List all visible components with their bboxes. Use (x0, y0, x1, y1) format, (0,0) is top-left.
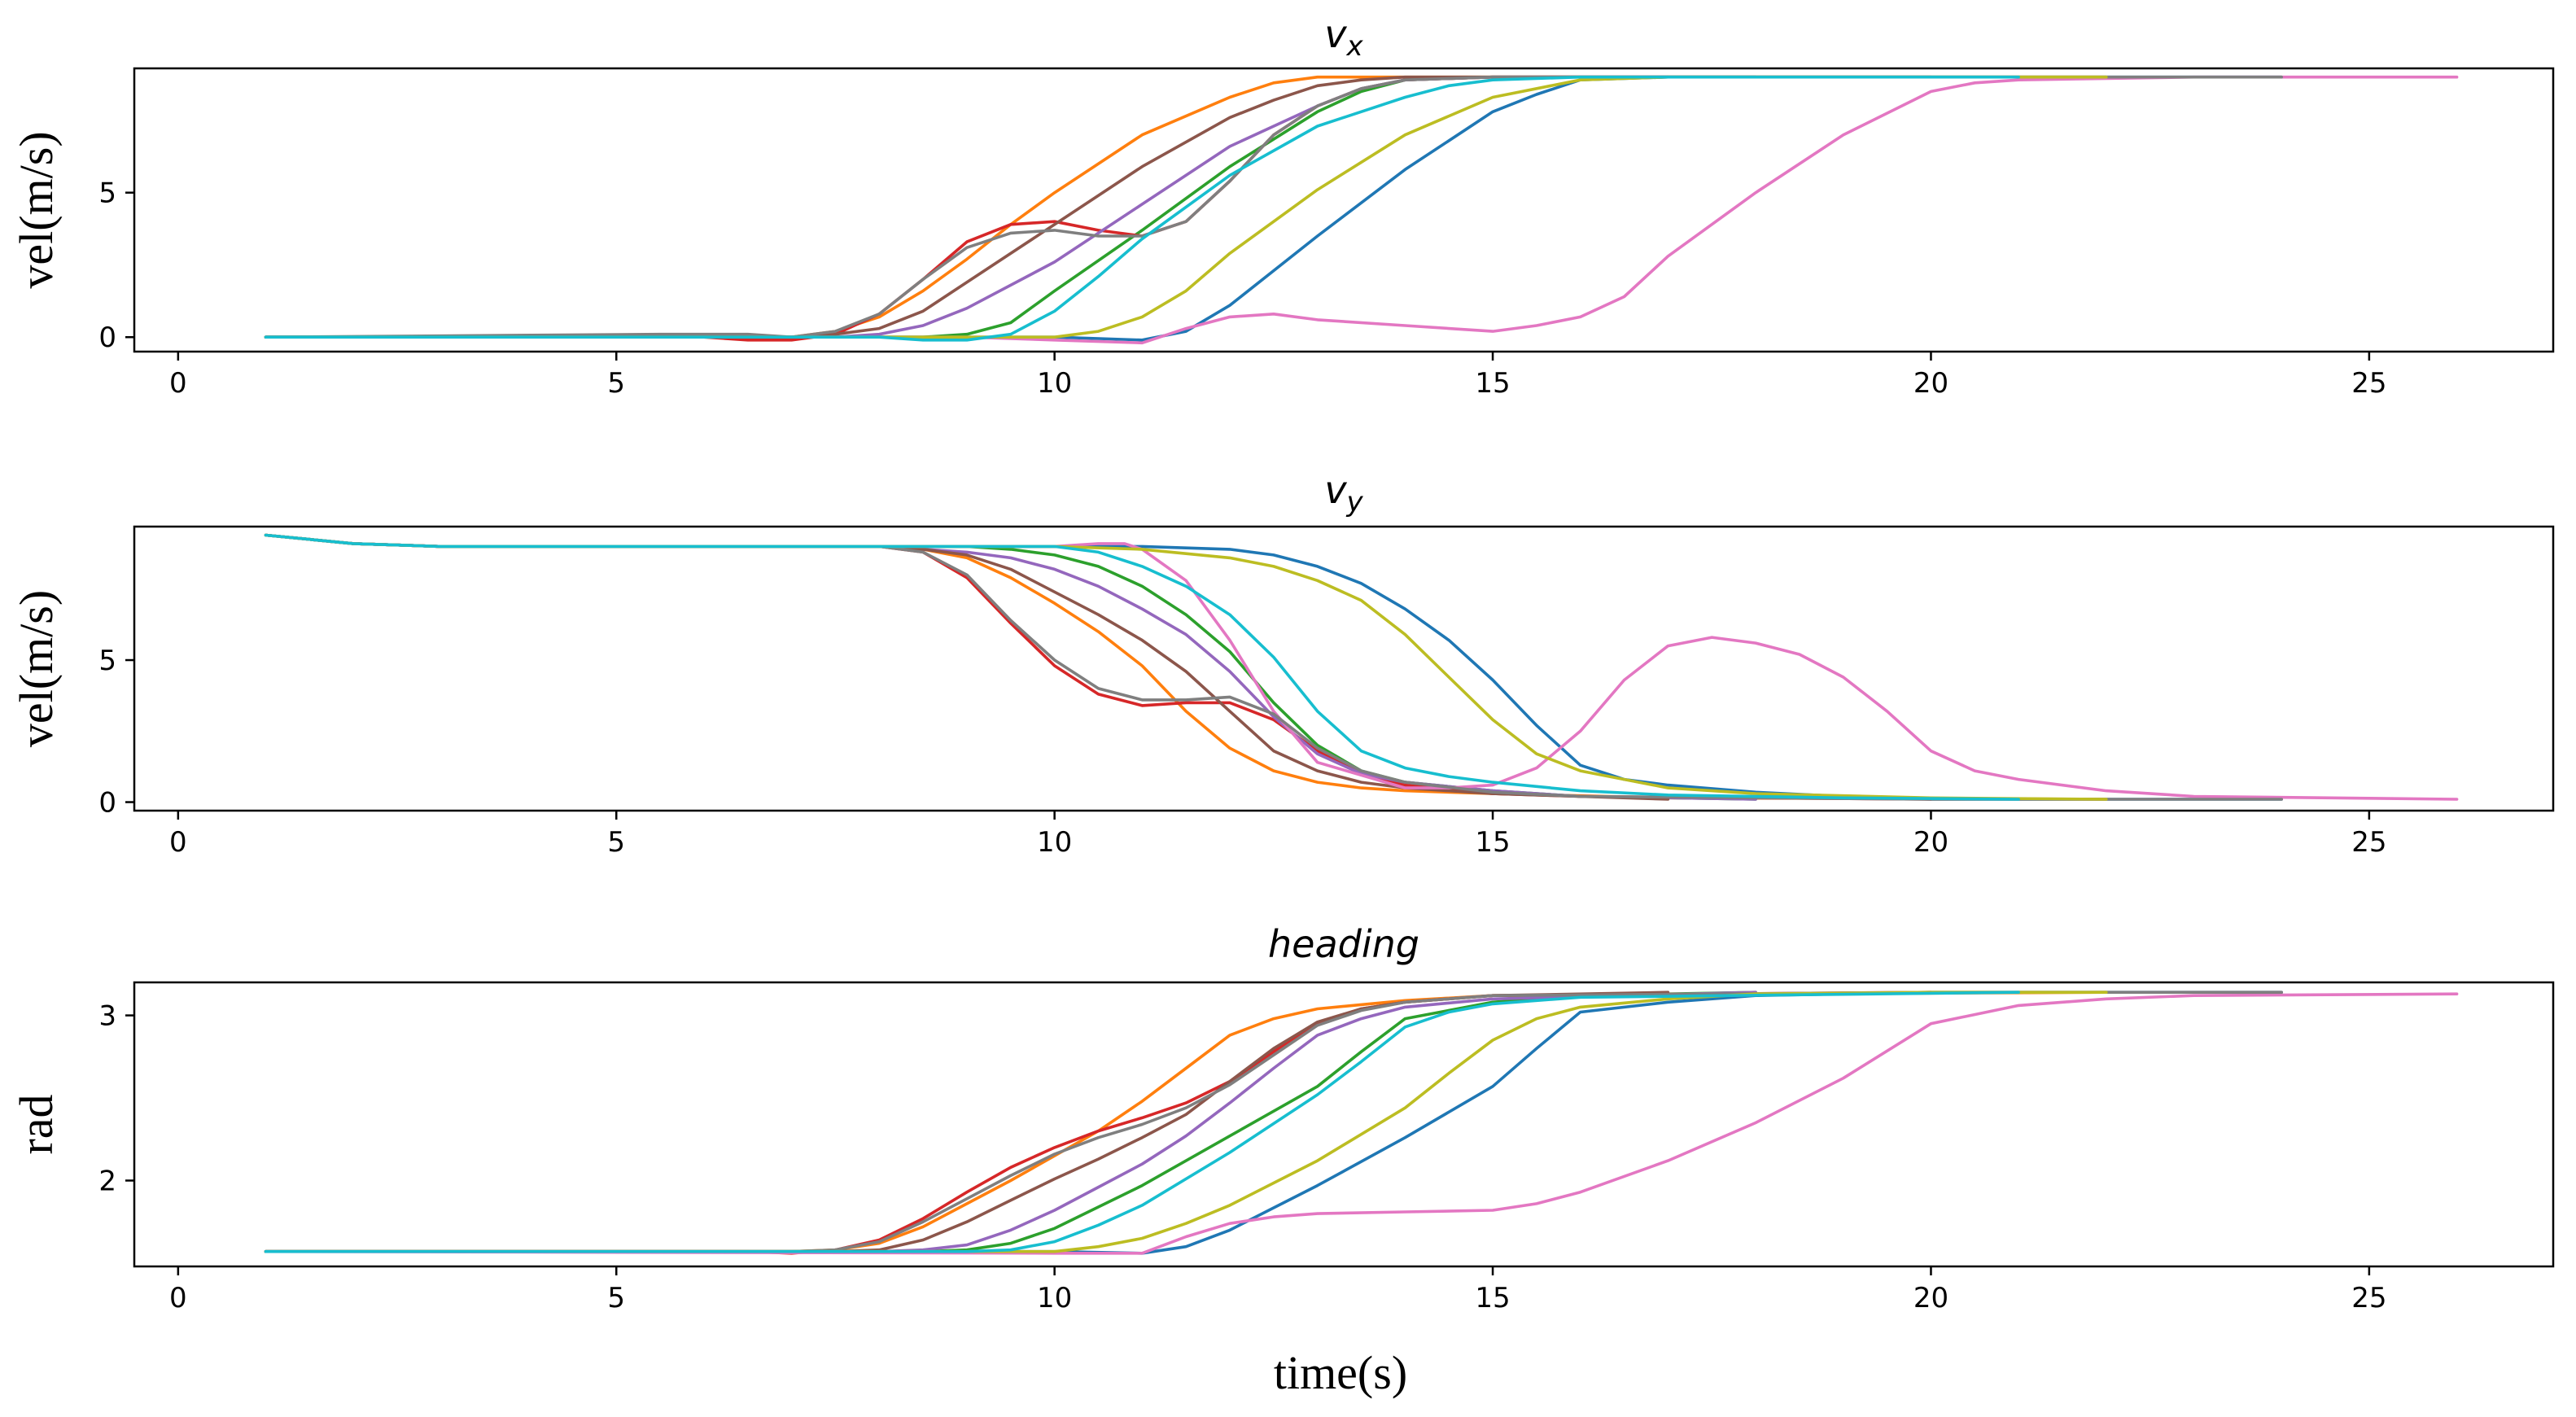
y-tick-label: 5 (98, 177, 116, 210)
x-tick-label: 10 (1037, 367, 1072, 400)
x-tick-label: 0 (169, 1282, 187, 1314)
x-tick-label: 0 (169, 826, 187, 859)
series-group (264, 533, 2459, 801)
series-line-run-7 (264, 75, 2459, 345)
series-line-run-8 (264, 75, 2283, 339)
y-tick-label: 0 (98, 321, 116, 354)
series-line-run-5 (264, 75, 1757, 339)
x-tick-label: 25 (2351, 367, 2386, 400)
series-line-run-4 (264, 533, 1933, 801)
series-line-run-7 (264, 533, 2459, 801)
y-tick-label: 0 (98, 787, 116, 820)
series-line-run-10 (264, 75, 2020, 342)
panel-vy: 0 5 10 15 20 25 0 5 vy vel(m/s) (10, 468, 2555, 859)
series-line-run-2 (264, 533, 2108, 801)
x-tick-label: 20 (1913, 367, 1948, 400)
series-line-run-3 (264, 533, 1757, 801)
x-tick-label: 5 (607, 367, 625, 400)
series-line-run-10 (264, 991, 2020, 1253)
axes-frame (133, 525, 2555, 812)
series-line-run-5 (264, 991, 1757, 1253)
x-tick-label: 0 (169, 367, 187, 400)
series-line-run-9 (264, 533, 2108, 801)
x-axis-label: time(s) (1274, 1346, 1407, 1399)
x-tick-label: 5 (607, 1282, 625, 1314)
series-line-run-10 (264, 533, 2020, 801)
series-line-run-8 (264, 533, 2283, 801)
y-axis-label: rad (10, 1094, 63, 1154)
series-group (264, 991, 2459, 1255)
x-tick-label: 5 (607, 826, 625, 859)
x-tick-label: 10 (1037, 826, 1072, 859)
panel-title: vx (1324, 12, 1363, 63)
x-tick-label: 15 (1475, 826, 1510, 859)
series-line-run-5 (264, 533, 1757, 801)
y-tick-label: 5 (98, 645, 116, 677)
series-line-run-3 (264, 75, 1757, 339)
series-line-run-6 (264, 75, 1670, 339)
series-line-run-7 (264, 992, 2459, 1255)
y-tick-label: 3 (98, 1000, 116, 1033)
panel-title: heading (1268, 922, 1419, 966)
series-group (264, 75, 2459, 345)
x-tick-label: 15 (1475, 367, 1510, 400)
series-line-run-3 (264, 991, 1757, 1253)
series-line-run-6 (264, 991, 1670, 1253)
y-axis-label: vel(m/s) (10, 131, 63, 288)
x-tick-label: 20 (1913, 826, 1948, 859)
x-tick-label: 25 (2351, 1282, 2386, 1314)
x-tick-label: 10 (1037, 1282, 1072, 1314)
axes-frame (133, 67, 2555, 353)
series-line-run-8 (264, 991, 2283, 1253)
y-axis-label: vel(m/s) (10, 590, 63, 747)
series-line-run-1 (264, 533, 2283, 801)
series-line-run-2 (264, 991, 2108, 1253)
series-line-run-4 (264, 991, 1933, 1255)
y-tick-label: 2 (98, 1165, 116, 1197)
x-tick-label: 20 (1913, 1282, 1948, 1314)
panel-title: vy (1324, 468, 1363, 518)
x-tick-label: 25 (2351, 826, 2386, 859)
axes-frame (133, 981, 2555, 1268)
series-line-run-9 (264, 991, 2108, 1253)
panel-heading: 0 5 10 15 20 25 2 3 heading rad time(s) (10, 922, 2555, 1399)
x-tick-label: 15 (1475, 1282, 1510, 1314)
series-line-run-1 (264, 75, 2283, 342)
series-line-run-4 (264, 75, 1933, 342)
panel-vx: 0 5 10 15 20 25 0 5 vx vel(m/s) (10, 12, 2555, 400)
